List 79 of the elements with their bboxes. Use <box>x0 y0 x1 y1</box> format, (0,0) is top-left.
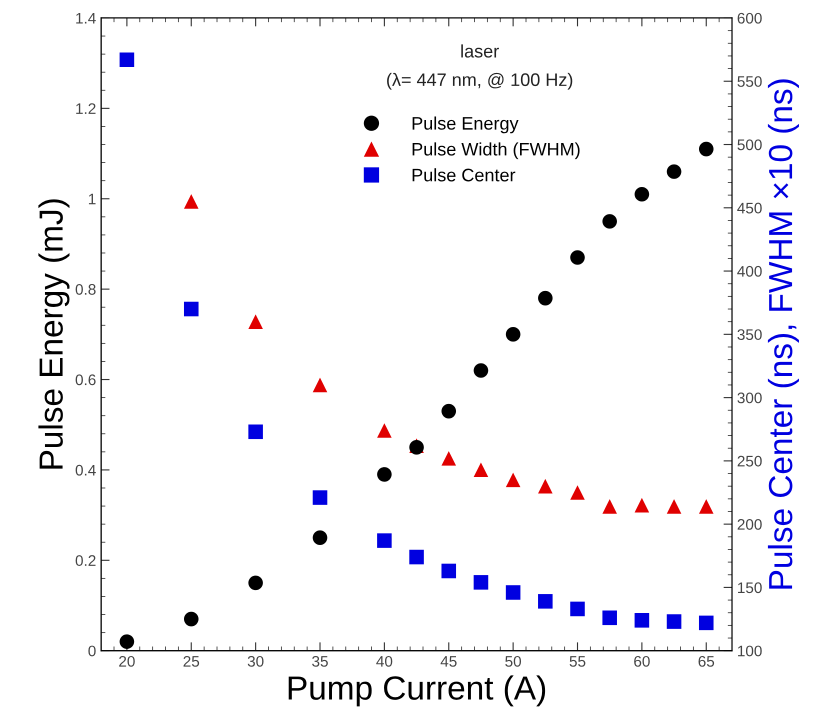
point <box>312 530 328 545</box>
x-tick-label: 20 <box>119 656 135 667</box>
point <box>634 498 650 512</box>
y-tick-label: 1 <box>88 194 96 204</box>
point <box>474 462 488 478</box>
point <box>666 614 682 629</box>
point <box>441 404 456 418</box>
point <box>441 451 456 466</box>
annotation: laser <box>461 44 499 58</box>
point <box>506 327 520 342</box>
y-tick-label: 1.2 <box>76 103 96 114</box>
point <box>184 302 199 316</box>
y2-tick-label: 200 <box>738 519 762 530</box>
point <box>184 194 199 209</box>
point <box>312 378 328 392</box>
y2-tick-label: 300 <box>737 392 762 404</box>
point <box>312 490 328 505</box>
point <box>570 485 585 500</box>
x-tick-label: 35 <box>312 656 328 667</box>
point <box>602 499 617 514</box>
y2-tick-label: 500 <box>737 139 762 150</box>
point <box>634 186 650 202</box>
legend-label: Pulse Center <box>412 168 516 182</box>
point <box>474 575 488 590</box>
point <box>538 478 553 494</box>
y2-tick-label: 400 <box>737 266 762 277</box>
y2-tick-label: 250 <box>738 456 762 467</box>
point <box>570 250 585 265</box>
y2-tick-label: 150 <box>738 582 762 594</box>
y-tick-label: 0.4 <box>76 464 96 476</box>
point <box>602 610 617 626</box>
point <box>409 550 424 564</box>
y2-tick-label: 600 <box>738 12 762 24</box>
x-axis-title: Pump Current (A) <box>288 675 546 706</box>
point <box>698 499 714 514</box>
legend-label: Pulse Energy <box>412 116 519 134</box>
point <box>666 164 682 179</box>
point <box>634 613 650 628</box>
point <box>377 467 392 482</box>
point <box>248 424 263 440</box>
point <box>377 533 392 548</box>
point <box>698 616 714 630</box>
point <box>474 363 488 378</box>
x-tick-label: 65 <box>698 656 714 667</box>
x-tick-label: 55 <box>570 656 586 667</box>
x-tick-label: 45 <box>440 656 457 667</box>
y-tick-label: 0.2 <box>76 555 96 566</box>
y-tick-label: 0 <box>88 646 96 656</box>
x-tick-label: 25 <box>184 656 200 667</box>
y-tick-label: 0.8 <box>76 284 96 295</box>
legend-label: Pulse Width (FWHM) <box>412 142 580 160</box>
point <box>570 602 585 616</box>
point <box>698 142 714 156</box>
y2-tick-label: 100 <box>738 646 762 656</box>
point <box>441 564 456 578</box>
point <box>120 52 134 68</box>
point <box>538 594 553 609</box>
point <box>666 499 682 514</box>
point <box>184 612 199 626</box>
point <box>602 214 617 229</box>
point <box>120 634 134 649</box>
annotation: (λ= 447 nm, @ 100 Hz) <box>387 72 572 90</box>
point <box>538 290 553 306</box>
point <box>248 576 263 590</box>
point <box>506 585 520 600</box>
y-axis-title: Pulse Energy (mJ) <box>38 199 70 469</box>
x-tick-label: 50 <box>505 656 522 667</box>
point <box>377 423 392 438</box>
y2-tick-label: 350 <box>737 329 762 340</box>
y2-tick-label: 450 <box>737 202 762 214</box>
point <box>248 314 263 329</box>
y2-tick-label: 550 <box>737 76 762 87</box>
y-tick-label: 0.6 <box>76 374 96 386</box>
y2-axis-title: Pulse Center (ns), FWHM ×10 (ns) <box>768 79 799 589</box>
x-tick-label: 60 <box>634 656 650 667</box>
point <box>506 472 520 488</box>
y-tick-label: 1.4 <box>76 13 96 24</box>
x-tick-label: 30 <box>248 656 264 667</box>
x-tick-label: 40 <box>376 656 392 667</box>
